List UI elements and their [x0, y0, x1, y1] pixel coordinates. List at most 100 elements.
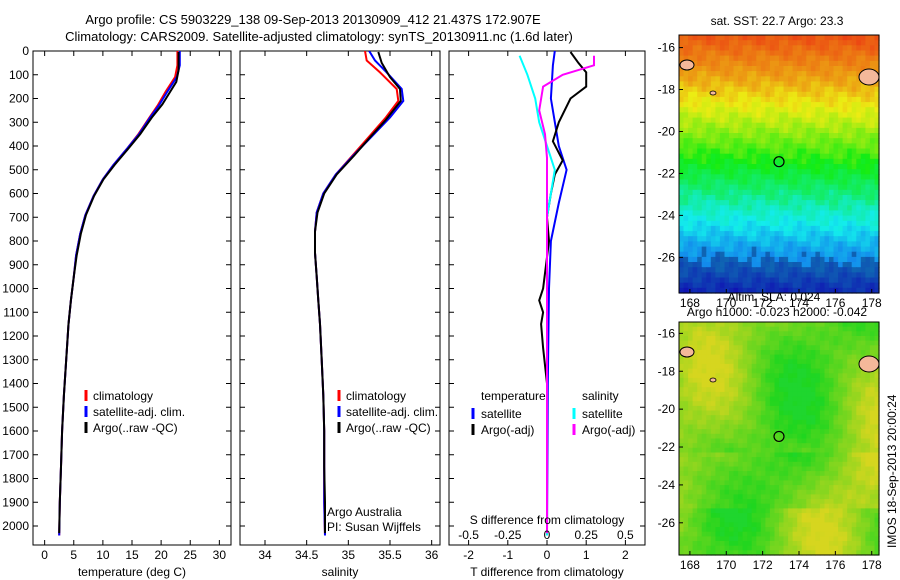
map-cell — [806, 322, 812, 328]
map-cell — [724, 179, 730, 186]
map-cell — [688, 153, 694, 160]
map-cell — [788, 164, 794, 170]
map-cell — [847, 513, 853, 519]
map-cell — [842, 195, 848, 201]
map-cell — [729, 117, 735, 124]
map-cell — [829, 471, 835, 477]
map-cell — [779, 287, 785, 294]
map-cell — [747, 35, 753, 41]
map-cell — [688, 550, 694, 556]
y-tick-label: 1000 — [2, 282, 29, 296]
map-cell — [733, 494, 739, 500]
map-cell — [719, 102, 725, 108]
map-cell — [838, 494, 844, 500]
map-cell — [765, 322, 771, 328]
map-cell — [810, 550, 816, 556]
map-cell — [788, 382, 794, 388]
map-cell — [765, 443, 771, 449]
map-cell — [756, 489, 762, 496]
map-cell — [760, 354, 766, 360]
map-cell — [810, 489, 816, 496]
map-cell — [788, 438, 794, 444]
map-cell — [783, 169, 789, 175]
map-cell — [824, 158, 830, 165]
map-cell — [792, 55, 798, 62]
map-cell — [806, 508, 812, 514]
map-cell — [810, 267, 816, 273]
map-cell — [783, 541, 789, 547]
map-cell — [797, 86, 803, 93]
map-cell — [810, 71, 816, 77]
map-cell — [679, 174, 685, 181]
map-cell — [829, 415, 835, 421]
map-cell — [683, 122, 689, 129]
map-cell — [865, 262, 871, 268]
map-cell — [710, 158, 716, 165]
map-cell — [865, 60, 871, 67]
map-cell — [733, 550, 739, 556]
map-cell — [683, 262, 689, 268]
map-cell — [783, 220, 789, 227]
map-cell — [779, 236, 785, 242]
map-cell — [733, 189, 739, 196]
map-cell — [779, 503, 785, 509]
map-cell — [847, 550, 853, 556]
map-cell — [815, 189, 821, 196]
map-cell — [679, 531, 685, 537]
map-cell — [779, 158, 785, 165]
map-cell — [838, 76, 844, 83]
map-cell — [765, 189, 771, 196]
map-cell — [701, 50, 707, 57]
y-tick-label: 1100 — [3, 305, 29, 319]
map-cell — [692, 112, 698, 119]
map-cell — [801, 246, 807, 253]
map-cell — [788, 195, 794, 201]
map-cell — [679, 550, 685, 556]
map-cell — [729, 205, 735, 212]
map-cell — [824, 438, 830, 444]
map-cell — [692, 485, 698, 491]
map-cell — [747, 405, 753, 412]
map-cell — [697, 60, 703, 67]
map-cell — [742, 405, 748, 412]
map-cell — [751, 387, 757, 393]
map-cell — [738, 382, 744, 388]
map-cell — [838, 287, 844, 294]
map-cell — [765, 107, 771, 113]
map-cell — [792, 117, 798, 124]
map-cell — [783, 489, 789, 496]
map-cell — [797, 419, 803, 426]
map-cell — [733, 86, 739, 93]
map-cell — [874, 336, 880, 342]
map-cell — [829, 457, 835, 463]
map-cell — [847, 215, 853, 222]
map-cell — [769, 81, 775, 88]
map-cell — [688, 133, 694, 139]
map-cell — [747, 251, 753, 258]
map-cell — [851, 102, 857, 108]
map-cell — [810, 55, 816, 62]
map-cell — [824, 447, 830, 454]
map-cell — [701, 475, 707, 482]
map-cell — [792, 107, 798, 113]
map-cell — [815, 466, 821, 472]
map-cell — [769, 262, 775, 268]
map-cell — [742, 205, 748, 212]
map-cell — [715, 387, 721, 393]
y-tick-label: 100 — [9, 68, 29, 82]
map-cell — [833, 81, 839, 88]
map-cell — [856, 363, 862, 370]
map-cell — [838, 457, 844, 463]
map-cell — [806, 522, 812, 528]
map-cell — [833, 205, 839, 212]
map-cell — [769, 503, 775, 509]
map-cell — [729, 531, 735, 537]
map-cell — [874, 256, 880, 263]
map-cell — [756, 471, 762, 477]
map-cell — [806, 489, 812, 496]
map-cell — [715, 246, 721, 253]
map-cell — [788, 86, 794, 93]
map-cell — [869, 331, 875, 337]
map-cell — [779, 331, 785, 337]
map-cell — [856, 401, 862, 407]
